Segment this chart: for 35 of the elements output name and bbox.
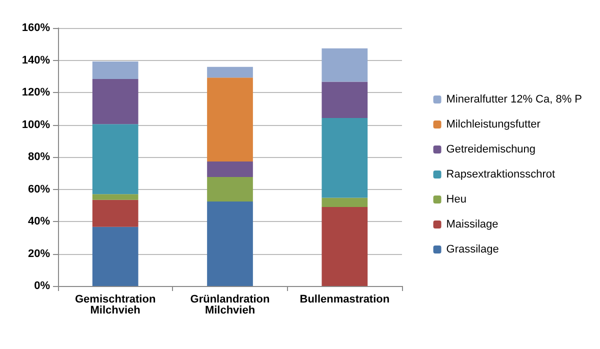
bar (92, 62, 138, 79)
y-tick-label: 60% (28, 183, 50, 196)
y-tick-label: 120% (22, 86, 50, 98)
bar (207, 66, 253, 78)
bar (322, 82, 368, 118)
bar (322, 206, 368, 286)
bar (92, 226, 138, 286)
bar (322, 118, 368, 198)
legend-label: Mineralfutter 12% Ca, 8% P (446, 94, 582, 106)
x-tick-label: Bullenmastration (300, 294, 390, 306)
bar (322, 198, 368, 207)
bar (322, 48, 368, 82)
x-tick-label: Grünlandration Milchvieh (190, 294, 270, 316)
legend-label: Grassilage (446, 244, 499, 256)
bar (207, 202, 253, 286)
bar (207, 78, 253, 162)
bar (92, 200, 138, 227)
bar (207, 176, 253, 202)
y-tick-label: 80% (28, 151, 50, 163)
y-tick-label: 40% (28, 216, 50, 228)
y-tick-label: 140% (22, 54, 50, 66)
y-tick-label: 100% (22, 118, 50, 131)
y-tick-label: 0% (34, 280, 50, 292)
x-tick-label: Gemischtration Milchvieh (74, 294, 156, 316)
legend-label: Rapsextraktionsschrot (446, 168, 556, 180)
legend-label: Milchleistungsfutter (446, 118, 541, 130)
legend-label: Heu (446, 194, 466, 206)
y-tick-label: 160% (22, 22, 50, 34)
legend-label: Maissilage (446, 218, 498, 230)
bar (92, 124, 138, 194)
y-tick-label: 20% (28, 248, 50, 260)
bar (92, 78, 138, 124)
legend-label: Getreidemischung (446, 144, 536, 156)
bar (207, 162, 253, 177)
bar (92, 194, 138, 200)
